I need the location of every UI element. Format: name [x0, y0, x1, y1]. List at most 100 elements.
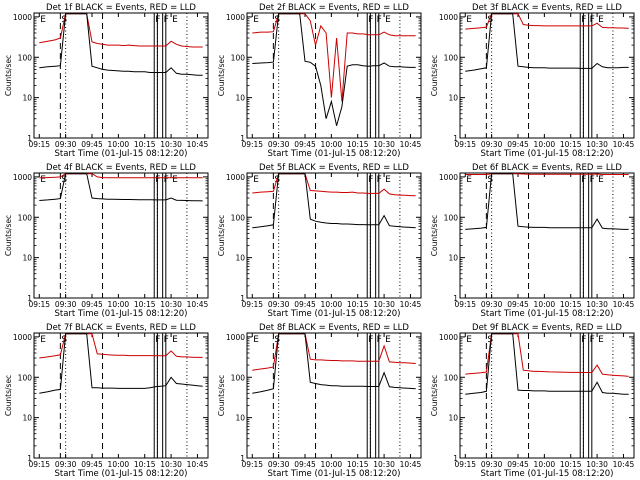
event-marker-label: E: [385, 335, 391, 345]
y-tick-label: 1000: [226, 333, 245, 342]
x-tick-label: 09:15: [241, 460, 263, 469]
event-marker-label: F: [581, 175, 586, 185]
y-tick-label: 100: [231, 373, 246, 382]
x-tick-label: 10:45: [187, 460, 209, 469]
series-line-events: [39, 333, 203, 394]
series-line-events: [39, 13, 203, 76]
chart-panel-6: Det 6f BLACK = Events, RED = LLD 1 10 100 10…: [430, 163, 635, 319]
plot-frame: [459, 12, 635, 139]
x-tick-label: 10:30: [586, 300, 608, 309]
event-marker-label: S: [487, 15, 493, 25]
event-marker-label: E: [172, 175, 178, 185]
y-tick-label: 1000: [13, 13, 32, 22]
x-tick-label: 09:45: [294, 300, 316, 309]
panel-title: Det 7f BLACK = Events, RED = LLD: [46, 323, 196, 333]
x-tick-label: 10:15: [134, 460, 156, 469]
y-tick-label: 1000: [439, 173, 458, 182]
y-axis-title: Counts/sec: [217, 55, 226, 96]
plot-frame: [33, 172, 209, 299]
y-tick-label: 100: [18, 53, 33, 62]
x-tick-label: 09:30: [268, 460, 290, 469]
y-tick-label: 10: [235, 254, 245, 263]
x-tick-label: 10:00: [108, 460, 130, 469]
x-tick-label: 09:30: [55, 460, 77, 469]
chart-panel-3: Det 3f BLACK = Events, RED = LLD 1 10 100 10…: [430, 3, 635, 159]
x-tick-label: 09:45: [294, 460, 316, 469]
event-marker-label: S: [487, 175, 493, 185]
x-tick-label: 10:45: [613, 140, 635, 149]
event-marker-label: F: [368, 175, 373, 185]
x-tick-label: 10:15: [560, 300, 582, 309]
y-tick-label: 1000: [226, 173, 245, 182]
panel-title: Det 1f BLACK = Events, RED = LLD: [46, 3, 196, 13]
x-tick-label: 09:45: [81, 460, 103, 469]
x-tick-label: 09:45: [507, 460, 529, 469]
x-tick-label: 09:45: [81, 300, 103, 309]
x-tick-label: 10:00: [321, 300, 343, 309]
x-tick-label: 10:00: [108, 140, 130, 149]
x-tick-label: 09:45: [507, 140, 529, 149]
x-tick-label: 09:15: [28, 460, 50, 469]
y-tick-label: 1: [453, 294, 458, 303]
y-tick-label: 1000: [13, 173, 32, 182]
x-tick-label: 09:30: [481, 300, 503, 309]
y-tick-label: 1: [240, 454, 245, 463]
series-line-lld: [465, 173, 629, 175]
x-tick-label: 09:15: [241, 140, 263, 149]
event-marker-label: F: [155, 335, 160, 345]
x-tick-label: 10:00: [534, 300, 556, 309]
x-tick-label: 10:15: [347, 460, 369, 469]
x-tick-label: 09:45: [507, 300, 529, 309]
y-tick-label: 100: [444, 373, 459, 382]
y-tick-label: 1: [27, 454, 32, 463]
x-axis-title: Start Time (01-Jul-15 08:12:20): [481, 469, 614, 479]
chart-panel-9: Det 9f BLACK = Events, RED = LLD 1 10 100 10…: [430, 323, 635, 479]
y-tick-label: 10: [22, 94, 32, 103]
x-tick-label: 09:45: [81, 140, 103, 149]
y-axis-title: Counts/sec: [430, 215, 439, 256]
x-tick-label: 09:30: [268, 140, 290, 149]
plot-frame: [246, 172, 422, 299]
x-axis-title: Start Time (01-Jul-15 08:12:20): [55, 469, 188, 479]
x-tick-label: 10:45: [613, 460, 635, 469]
event-marker-label: F: [164, 15, 169, 25]
panel-title: Det 6f BLACK = Events, RED = LLD: [472, 163, 622, 173]
x-tick-label: 10:45: [400, 460, 422, 469]
y-tick-label: 10: [235, 414, 245, 423]
y-tick-label: 1: [240, 294, 245, 303]
x-tick-label: 10:15: [347, 140, 369, 149]
x-tick-label: 09:15: [28, 140, 50, 149]
x-axis-title: Start Time (01-Jul-15 08:12:20): [268, 469, 401, 479]
event-marker-label: E: [253, 15, 259, 25]
event-marker-label: E: [466, 15, 472, 25]
event-marker-label: E: [598, 335, 604, 345]
y-tick-label: 100: [444, 53, 459, 62]
panel-title: Det 5f BLACK = Events, RED = LLD: [259, 163, 409, 173]
y-tick-label: 10: [22, 254, 32, 263]
x-axis-title: Start Time (01-Jul-15 08:12:20): [481, 309, 614, 319]
x-tick-label: 10:30: [586, 460, 608, 469]
y-tick-label: 1000: [439, 333, 458, 342]
x-tick-label: 09:30: [268, 300, 290, 309]
x-tick-label: 09:15: [28, 300, 50, 309]
event-marker-label: E: [40, 175, 46, 185]
plot-frame: [246, 12, 422, 139]
x-tick-label: 10:30: [160, 460, 182, 469]
y-tick-label: 1000: [226, 13, 245, 22]
x-tick-label: 10:30: [160, 140, 182, 149]
y-axis-title: Counts/sec: [430, 375, 439, 416]
x-tick-label: 10:45: [187, 300, 209, 309]
plot-frame: [459, 172, 635, 299]
x-tick-label: 09:15: [241, 300, 263, 309]
y-tick-label: 10: [235, 94, 245, 103]
x-tick-label: 09:15: [454, 300, 476, 309]
y-tick-label: 10: [22, 414, 32, 423]
x-tick-label: 10:00: [534, 140, 556, 149]
x-axis-title: Start Time (01-Jul-15 08:12:20): [268, 309, 401, 319]
panel-title: Det 4f BLACK = Events, RED = LLD: [46, 163, 196, 173]
series-line-events: [39, 173, 203, 202]
event-marker-label: F: [377, 335, 382, 345]
event-marker-label: F: [581, 335, 586, 345]
plot-frame: [33, 12, 209, 139]
